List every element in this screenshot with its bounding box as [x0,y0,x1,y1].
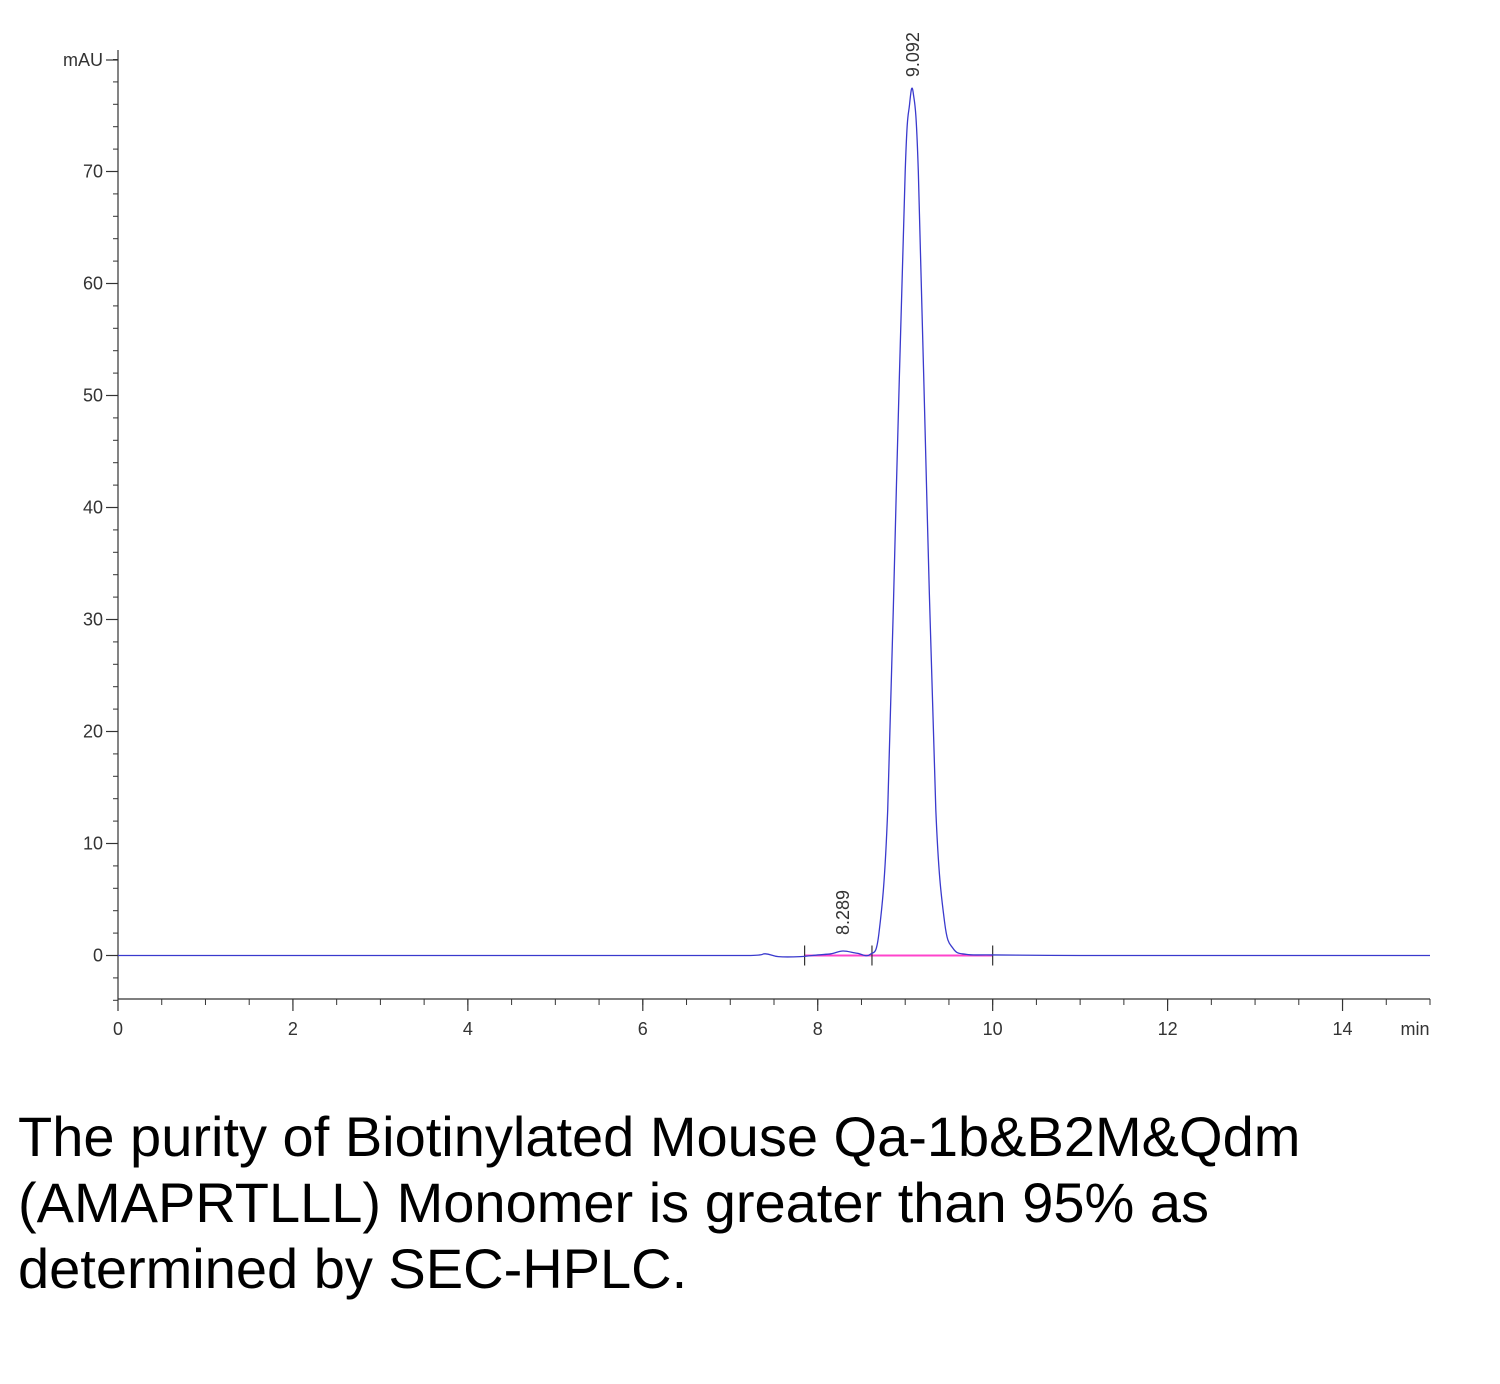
axes [117,50,1430,1000]
chromatogram-chart: 0 10 20 30 40 50 60 70 0 2 4 6 8 10 12 14 mAU min 8.289… [63,32,1431,1040]
y-tick-label: 60 [83,274,103,294]
x-tick-label: 0 [113,1019,123,1039]
y-axis-unit-label: mAU [63,50,103,70]
integration-baseline [804,945,994,966]
x-tick-label: 14 [1333,1019,1353,1039]
x-tick-label: 4 [463,1019,473,1039]
x-tick-label: 6 [638,1019,648,1039]
peak-labels: 8.289 9.092 [833,32,923,935]
x-axis-unit-label: min [1400,1019,1429,1039]
chromatogram-trace [117,87,1430,958]
x-tick-label: 8 [813,1019,823,1039]
peak-label: 8.289 [833,890,853,935]
y-tick-label: 70 [83,162,103,182]
y-tick-label: 0 [93,946,103,966]
x-tick-label: 2 [288,1019,298,1039]
y-tick-label: 50 [83,386,103,406]
y-tick-label: 40 [83,498,103,518]
y-tick-label: 30 [83,610,103,630]
y-tick-label: 20 [83,722,103,742]
x-tick-label: 10 [983,1019,1003,1039]
y-tick-label: 10 [83,834,103,854]
x-tick-label: 12 [1158,1019,1178,1039]
tick-labels: 0 10 20 30 40 50 60 70 0 2 4 6 8 10 12 14 [83,162,1353,1040]
ticks [106,59,1431,1011]
chromatogram-svg: 0 10 20 30 40 50 60 70 0 2 4 6 8 10 12 14 mAU min 8.289… [63,32,1431,1040]
figure-caption: The purity of Biotinylated Mouse Qa-1b&B… [18,1105,1301,1300]
peak-label: 9.092 [903,32,923,77]
